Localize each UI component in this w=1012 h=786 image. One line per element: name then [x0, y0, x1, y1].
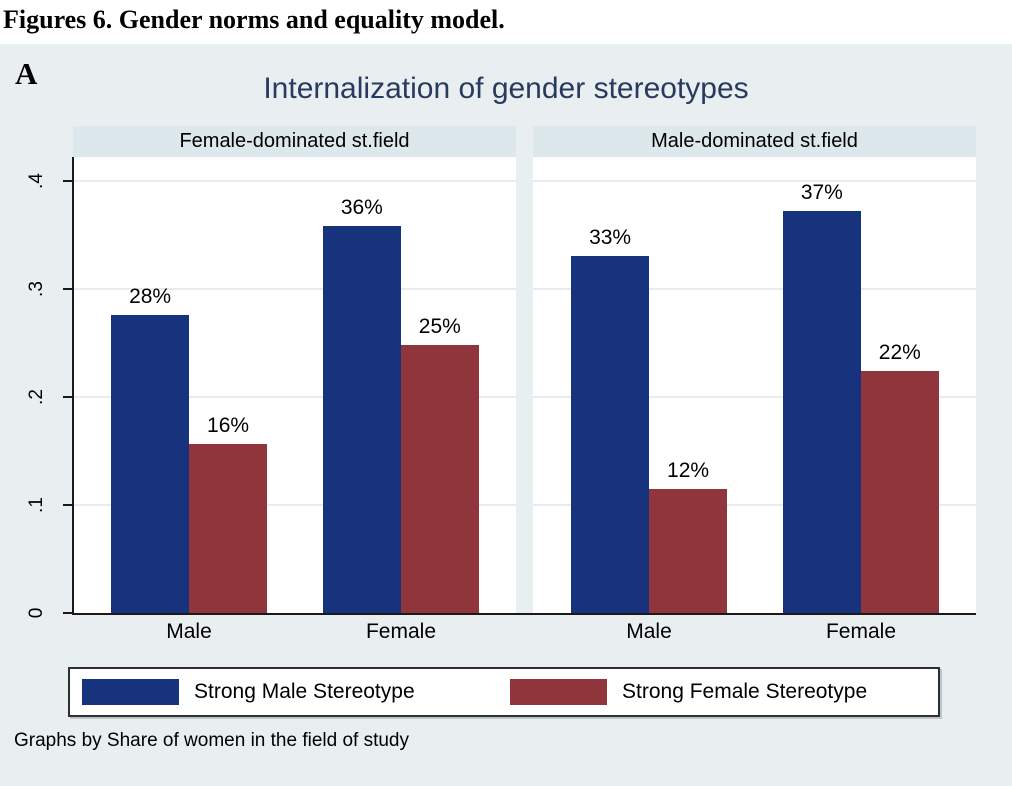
- panel-letter: A: [15, 56, 38, 91]
- x-category-label: Male: [626, 620, 672, 643]
- panel-header: Male-dominated st.field: [533, 126, 976, 157]
- gridline: [533, 288, 976, 290]
- y-tick-label: 0: [26, 607, 47, 619]
- gridline: [73, 180, 516, 182]
- bar-value-label: 33%: [589, 226, 632, 249]
- bar-value-label: 16%: [207, 414, 250, 437]
- y-tick-label: .3: [26, 281, 47, 297]
- bar-value-label: 36%: [340, 196, 383, 219]
- y-tick-mark: [63, 612, 72, 614]
- y-tick-mark: [63, 396, 72, 398]
- legend-swatch-maroon: [510, 679, 607, 705]
- chart-title: Internalization of gender stereotypes: [263, 72, 749, 105]
- legend-swatch-navy: [82, 679, 179, 705]
- plot-area: 33% 12% 37% 22%: [533, 157, 976, 613]
- graph-note: Graphs by Share of women in the field of…: [14, 730, 409, 751]
- legend-entry-female-stereotype: Strong Female Stereotype: [510, 679, 938, 705]
- figure-caption: Figures 6. Gender norms and equality mod…: [3, 5, 505, 34]
- x-category-label: Female: [365, 620, 437, 643]
- gridline: [73, 396, 516, 398]
- x-axis-line: [72, 613, 976, 615]
- legend-label: Strong Male Stereotype: [194, 680, 415, 703]
- bar-strong-male-stereotype: [111, 315, 190, 613]
- bar-strong-male-stereotype: [571, 256, 650, 613]
- bar-strong-male-stereotype: [782, 211, 861, 613]
- gridline: [533, 504, 976, 506]
- gridline: [533, 396, 976, 398]
- legend: Strong Male Stereotype Strong Female Ste…: [68, 667, 940, 717]
- x-category-label: Female: [825, 620, 897, 643]
- gridline: [533, 180, 976, 182]
- bar-value-label: 37%: [800, 181, 843, 204]
- bar-strong-female-stereotype: [400, 345, 479, 613]
- bar-strong-female-stereotype: [860, 371, 939, 613]
- panel-female-dominated: Female-dominated st.field 28% 16% 36% 25%: [73, 126, 516, 613]
- bar-value-label: 25%: [418, 315, 461, 338]
- panel-male-dominated: Male-dominated st.field 33% 12% 37% 22%: [533, 126, 976, 613]
- y-tick-label: .1: [26, 497, 47, 513]
- y-axis-line: [72, 157, 74, 615]
- bar-value-label: 22%: [878, 341, 921, 364]
- gridline: [73, 288, 516, 290]
- panel-header: Female-dominated st.field: [73, 126, 516, 157]
- legend-label: Strong Female Stereotype: [622, 680, 868, 703]
- y-tick-mark: [63, 504, 72, 506]
- legend-entry-male-stereotype: Strong Male Stereotype: [70, 679, 510, 705]
- graph-region: A Internalization of gender stereotypes …: [0, 44, 1012, 786]
- bar-strong-female-stereotype: [649, 489, 728, 613]
- y-tick-mark: [63, 288, 72, 290]
- y-tick-label: .2: [26, 389, 47, 405]
- plot-area: 28% 16% 36% 25%: [73, 157, 516, 613]
- y-tick-mark: [63, 180, 72, 182]
- gridline: [73, 504, 516, 506]
- bar-value-label: 28%: [129, 285, 172, 308]
- bar-strong-female-stereotype: [189, 444, 268, 613]
- bar-value-label: 12%: [667, 459, 710, 482]
- x-category-label: Male: [166, 620, 212, 643]
- bar-strong-male-stereotype: [322, 226, 401, 613]
- y-tick-label: .4: [26, 173, 47, 189]
